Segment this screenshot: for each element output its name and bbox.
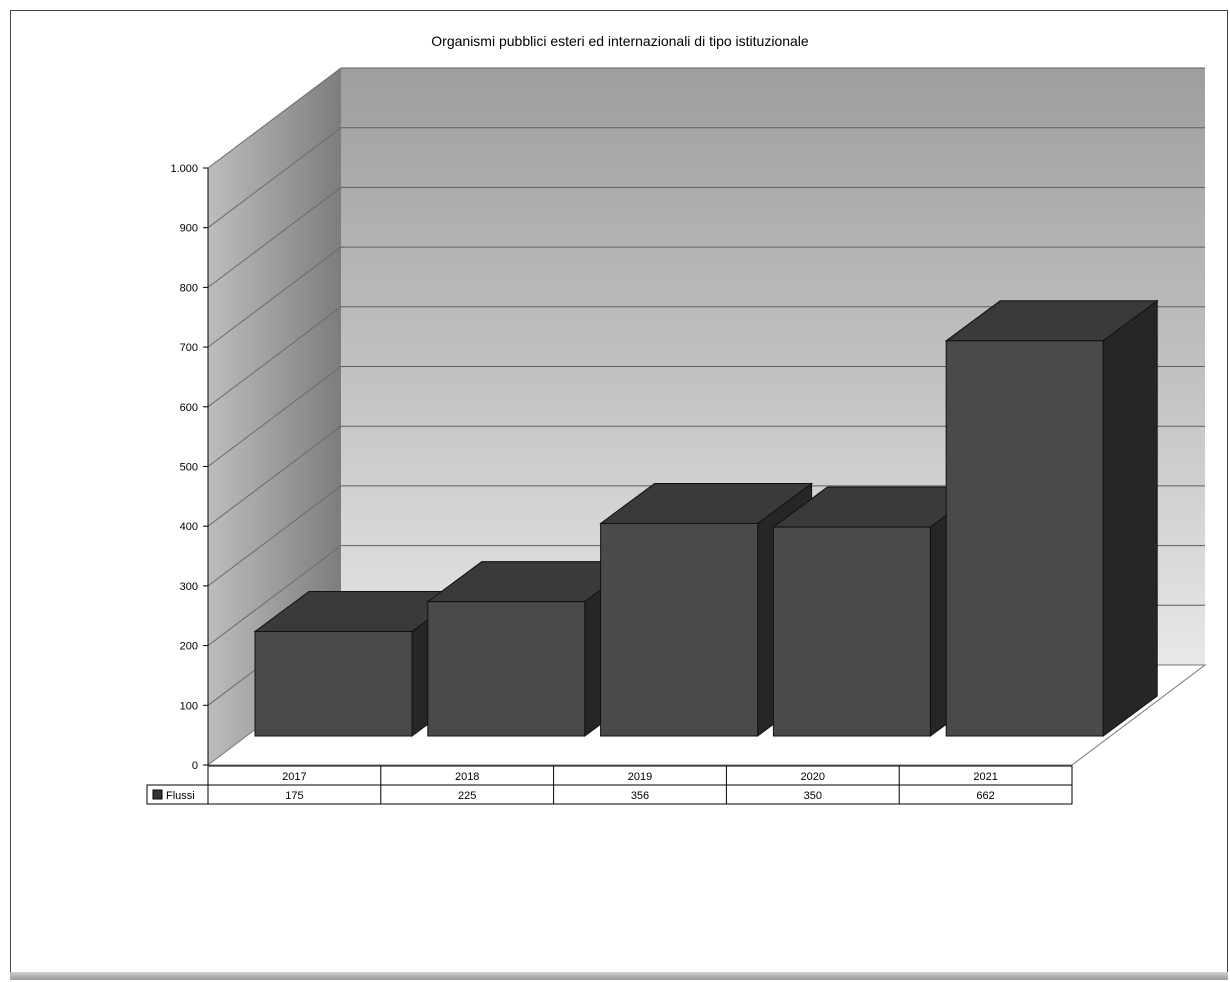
y-tick-label: 400 xyxy=(180,521,198,533)
side-gridline xyxy=(207,425,342,527)
x-category-label: 2017 xyxy=(282,771,306,783)
x-category-label: 2020 xyxy=(801,771,825,783)
data-value-label: 175 xyxy=(285,790,303,802)
data-value-label: 350 xyxy=(804,790,822,802)
data-value-label: 225 xyxy=(458,790,476,802)
y-tick-label: 600 xyxy=(180,402,198,414)
table-value-row xyxy=(146,784,1073,805)
legend-swatch xyxy=(152,789,163,800)
bar-front xyxy=(945,340,1104,737)
side-gridline xyxy=(207,545,342,646)
y-tick-label: 1.000 xyxy=(170,163,198,175)
y-axis: 0 100 200 300 400 500 600 700 800 900 1.000 xyxy=(170,163,209,772)
side-gridline xyxy=(207,246,342,348)
y-tick-label: 100 xyxy=(180,700,198,712)
frame-bottom-border xyxy=(10,972,1228,980)
data-value-label: 662 xyxy=(976,790,994,802)
bar-front xyxy=(600,522,759,737)
y-tick-label: 700 xyxy=(180,342,198,354)
y-tick-label: 800 xyxy=(180,282,198,294)
bar-side xyxy=(1102,299,1158,737)
x-category-label: 2021 xyxy=(973,771,997,783)
x-category-label: 2018 xyxy=(455,771,479,783)
bar xyxy=(426,560,641,737)
side-gridline xyxy=(207,366,342,467)
bar xyxy=(944,299,1159,737)
side-gridline xyxy=(207,67,342,169)
data-value-label: 356 xyxy=(631,790,649,802)
bar-front xyxy=(772,526,931,737)
y-tick-label: 0 xyxy=(192,760,198,772)
bar xyxy=(599,482,814,737)
y-tick-label: 500 xyxy=(180,462,198,474)
side-gridline xyxy=(207,127,342,229)
bar-front xyxy=(254,631,413,737)
side-gridline xyxy=(207,187,342,288)
bars xyxy=(253,299,1159,737)
side-gridline xyxy=(207,306,342,408)
y-tick-label: 900 xyxy=(180,223,198,235)
chart-title: Organismi pubblici esteri ed internazion… xyxy=(431,33,809,49)
bar-front xyxy=(427,601,586,737)
side-gridline xyxy=(207,485,342,587)
y-tick-label: 300 xyxy=(180,581,198,593)
legend-label: Flussi xyxy=(166,790,195,802)
y-tick-label: 200 xyxy=(180,641,198,653)
x-category-label: 2019 xyxy=(628,771,652,783)
data-table: 2017 175 2018 225 2019 356 2020 350 2021 662 Fluss… xyxy=(146,765,1073,805)
